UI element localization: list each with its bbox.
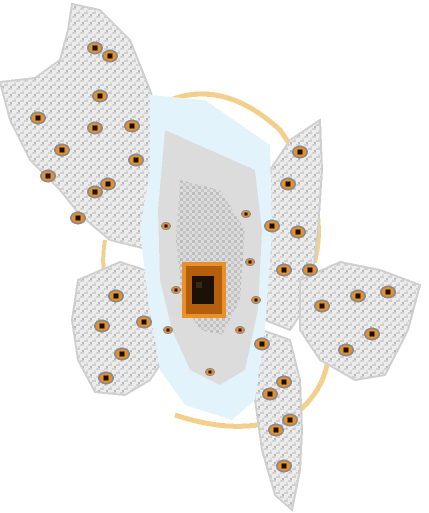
wing-eye <box>98 371 114 385</box>
wing-eye <box>254 337 270 351</box>
wing-eye <box>54 143 70 157</box>
wing-eye <box>380 285 396 299</box>
core-eye <box>235 326 245 334</box>
core-eye <box>245 258 255 266</box>
wing-eye <box>302 263 318 277</box>
creature-eyes <box>30 41 396 473</box>
wing-eye <box>314 299 330 313</box>
core-eye <box>241 210 251 218</box>
wing-eye <box>128 153 144 167</box>
wing-eye <box>338 343 354 357</box>
wing-eye <box>87 121 103 135</box>
wing-eye <box>124 119 140 133</box>
wing-eye <box>292 145 308 159</box>
wing-eye <box>350 289 366 303</box>
wing-eye <box>114 347 130 361</box>
wing-eye <box>40 169 56 183</box>
wing-eye <box>276 459 292 473</box>
wing-eye <box>364 327 380 341</box>
core-eye <box>251 296 261 304</box>
wing-eye <box>102 49 118 63</box>
wing-eye <box>108 289 124 303</box>
wing-eye <box>280 177 296 191</box>
wing-eye <box>264 219 280 233</box>
wing-eye <box>94 319 110 333</box>
wing-eye <box>276 375 292 389</box>
main-eye-highlight <box>196 282 202 288</box>
main-eye-pupil <box>192 276 214 304</box>
wing-eye <box>136 315 152 329</box>
wing-eye <box>87 185 103 199</box>
wing-eye <box>290 225 306 239</box>
core-eye <box>171 286 181 294</box>
right-wing <box>299 260 422 382</box>
main-central-eye <box>182 262 226 318</box>
core-eye <box>161 222 171 230</box>
wing-eye <box>268 423 284 437</box>
wing-eye <box>70 211 86 225</box>
core-eye <box>205 368 215 376</box>
wing-eye <box>30 111 46 125</box>
wing-eye <box>87 41 103 55</box>
wing-eye <box>276 263 292 277</box>
core-eye <box>163 326 173 334</box>
wing-eye <box>100 177 116 191</box>
wing-eye <box>92 89 108 103</box>
wing-eye <box>282 413 298 427</box>
wing-eye <box>262 387 278 401</box>
